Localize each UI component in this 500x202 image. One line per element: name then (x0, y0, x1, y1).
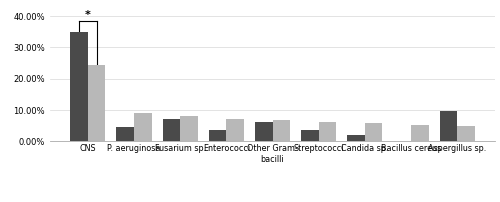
Bar (116, 127, 134, 141)
Bar (70, 32, 88, 141)
Bar (365, 123, 382, 141)
Bar (180, 116, 198, 141)
Bar (457, 126, 475, 141)
Bar (318, 122, 336, 141)
Bar (272, 120, 290, 141)
Bar (440, 111, 457, 141)
Bar (134, 113, 152, 141)
Bar (226, 120, 244, 141)
Bar (255, 122, 272, 141)
Bar (301, 129, 318, 141)
Text: *: * (85, 10, 90, 20)
Bar (411, 125, 428, 141)
Bar (209, 129, 226, 141)
Bar (162, 119, 180, 141)
Bar (348, 135, 365, 141)
Bar (88, 65, 106, 141)
